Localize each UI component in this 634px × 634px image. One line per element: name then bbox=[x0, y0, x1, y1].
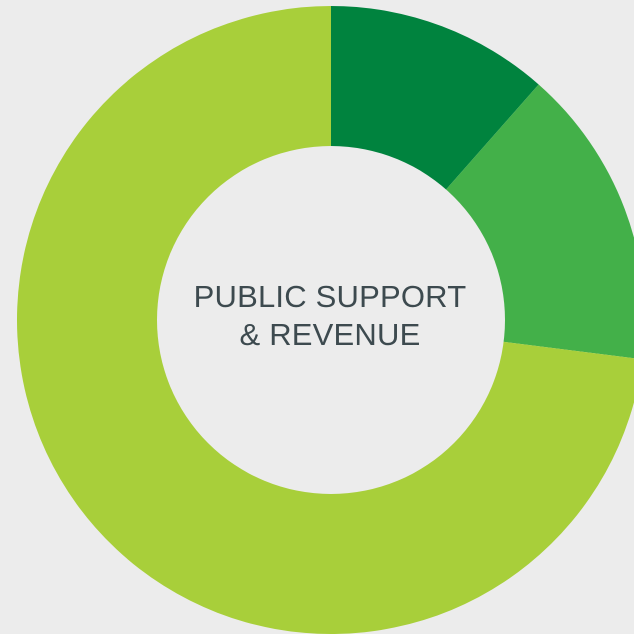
donut-hole bbox=[157, 146, 505, 494]
chart-title: PUBLIC SUPPORT & REVENUE bbox=[167, 278, 493, 354]
chart-title-line-1: PUBLIC SUPPORT bbox=[193, 279, 467, 314]
chart-title-line-2: & REVENUE bbox=[239, 317, 421, 352]
